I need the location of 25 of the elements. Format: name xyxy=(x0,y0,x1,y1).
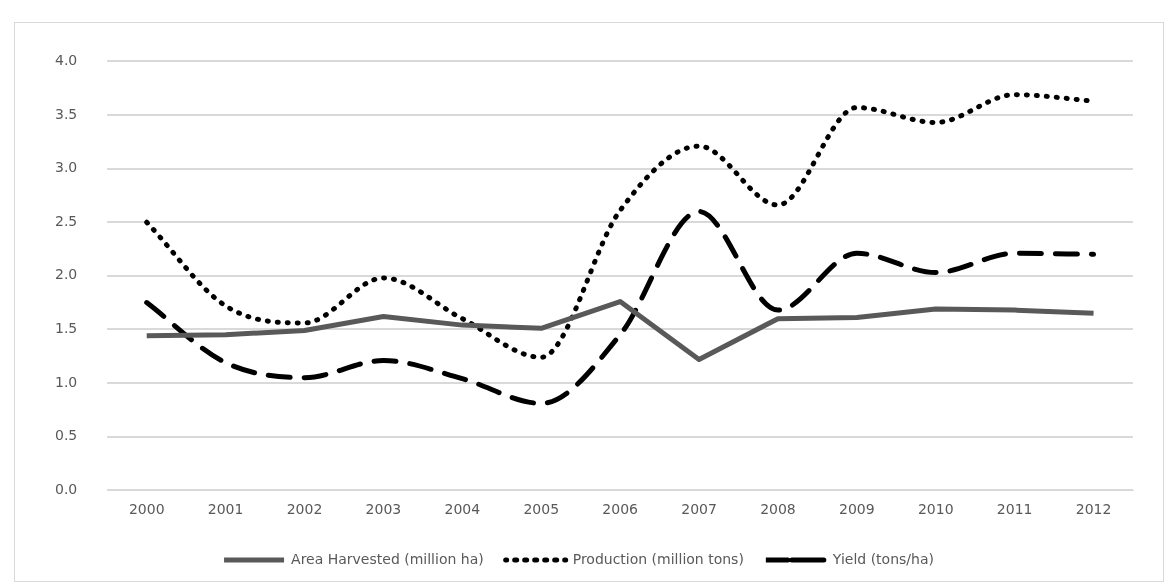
y-tick-label: 3.0 xyxy=(55,159,78,176)
legend-label: Production (million tons) xyxy=(572,550,744,567)
legend-label: Yield (tons/ha) xyxy=(831,550,934,567)
x-tick-label: 2004 xyxy=(444,501,481,518)
x-tick-label: 2000 xyxy=(128,501,165,518)
x-tick-label: 2008 xyxy=(760,501,796,518)
y-tick-label: 0.0 xyxy=(55,480,78,497)
x-tick-label: 2002 xyxy=(286,501,323,518)
x-tick-label: 2010 xyxy=(917,501,954,518)
x-tick-label: 2009 xyxy=(839,501,875,518)
x-tick-label: 2007 xyxy=(681,501,717,518)
y-tick-label: 2.5 xyxy=(55,212,78,229)
x-tick-label: 2001 xyxy=(207,501,244,518)
y-tick-label: 2.0 xyxy=(55,266,78,283)
legend-label: Area Harvested (million ha) xyxy=(291,550,484,567)
x-tick-label: 2003 xyxy=(365,501,402,518)
x-tick-label: 2012 xyxy=(1075,501,1112,518)
y-tick-label: 4.0 xyxy=(55,52,78,69)
x-tick-label: 2005 xyxy=(523,501,560,518)
y-tick-label: 1.0 xyxy=(55,373,78,390)
y-tick-label: 1.5 xyxy=(55,320,78,337)
y-tick-label: 0.5 xyxy=(55,427,78,444)
x-tick-label: 2011 xyxy=(996,501,1033,518)
y-tick-label: 3.5 xyxy=(55,105,78,122)
x-tick-label: 2006 xyxy=(602,501,639,518)
